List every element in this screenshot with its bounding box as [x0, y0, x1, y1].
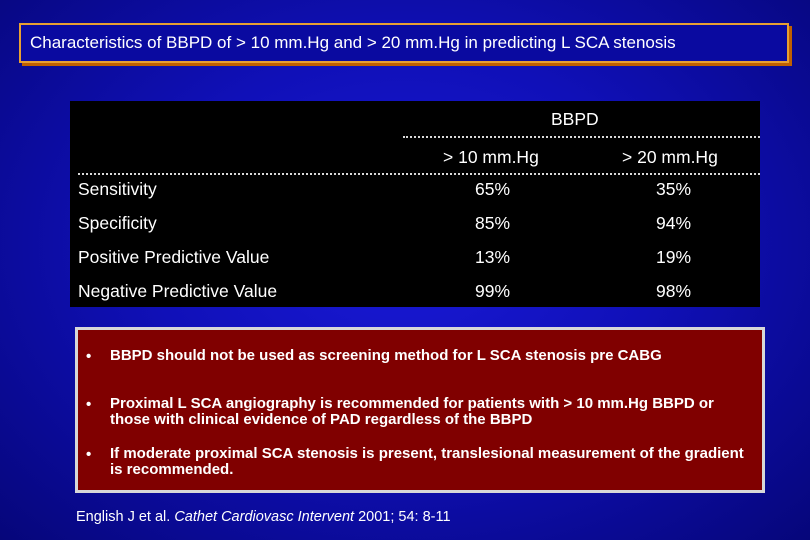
bullet-icon: • [86, 446, 92, 463]
row-value-20: 98% [656, 281, 692, 301]
col-header-20: > 20 mm.Hg [622, 147, 718, 167]
title-box: Characteristics of BBPD of > 10 mm.Hg an… [19, 23, 789, 63]
note-text: If moderate proximal SCA stenosis is pre… [110, 445, 744, 478]
bullet-icon: • [86, 348, 92, 365]
citation-details: 2001; 54: 8-11 [354, 509, 451, 525]
results-table: BBPD > 10 mm.Hg > 20 mm.Hg Sensitivity 6… [70, 101, 760, 307]
row-value-10: 99% [475, 281, 511, 301]
row-value-20: 94% [656, 213, 692, 233]
citation-authors: English J et al. [76, 509, 175, 525]
row-label: Sensitivity [78, 179, 157, 199]
note-text: BBPD should not be used as screening met… [110, 347, 662, 364]
table-divider [78, 173, 760, 175]
recommendations-box: • BBPD should not be used as screening m… [75, 327, 765, 493]
header-divider [403, 136, 760, 138]
citation-journal: Cathet Cardiovasc Intervent [174, 509, 355, 525]
row-value-10: 85% [475, 213, 511, 233]
slide-title: Characteristics of BBPD of > 10 mm.Hg an… [30, 33, 676, 52]
row-label: Specificity [78, 213, 157, 233]
row-label: Negative Predictive Value [78, 281, 278, 301]
table-group-header: BBPD [551, 109, 599, 129]
bullet-icon: • [86, 396, 92, 413]
col-header-10: > 10 mm.Hg [443, 147, 539, 167]
citation: English J et al. Cathet Cardiovasc Inter… [76, 509, 451, 525]
row-value-10: 13% [475, 247, 511, 267]
row-value-20: 19% [656, 247, 692, 267]
row-value-20: 35% [656, 179, 692, 199]
row-label: Positive Predictive Value [78, 247, 270, 267]
note-text: Proximal L SCA angiography is recommende… [110, 395, 714, 428]
row-value-10: 65% [475, 179, 511, 199]
